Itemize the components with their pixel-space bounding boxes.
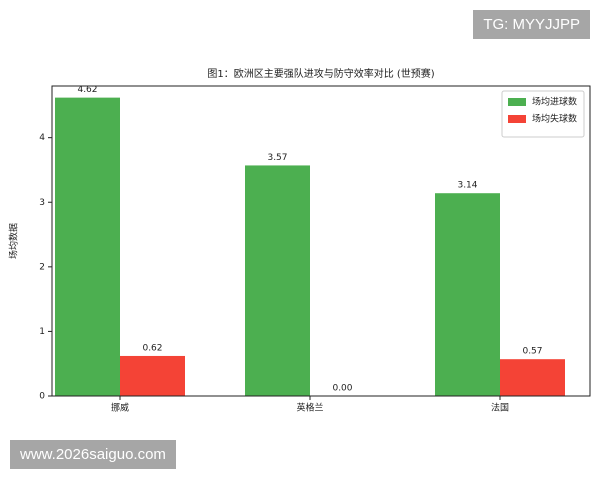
legend-swatch — [508, 115, 526, 123]
bar — [435, 193, 500, 396]
legend-swatch — [508, 98, 526, 106]
bar — [500, 359, 565, 396]
legend-label: 场均进球数 — [532, 96, 577, 108]
bar — [55, 97, 120, 396]
y-tick-label: 2 — [39, 262, 45, 272]
watermark: www.2026saiguo.com — [10, 440, 176, 469]
value-label: 0.62 — [142, 343, 162, 353]
value-label: 4.62 — [77, 85, 97, 95]
watermark: TG: MYYJJPP — [473, 10, 590, 39]
bar — [120, 355, 185, 396]
x-tick-label: 法国 — [491, 402, 509, 414]
x-tick-label: 挪威 — [111, 402, 129, 414]
value-label: 3.57 — [267, 153, 287, 163]
y-tick-label: 1 — [39, 327, 45, 337]
y-tick-label: 0 — [39, 392, 45, 402]
legend-label: 场均失球数 — [532, 113, 577, 125]
chart-title: 图1：欧洲区主要强队进攻与防守效率对比 (世预赛) — [207, 67, 434, 80]
value-label: 0.57 — [522, 347, 542, 357]
x-tick-label: 英格兰 — [296, 402, 323, 414]
y-axis-label: 场均数据 — [8, 223, 20, 259]
y-tick-label: 3 — [39, 198, 45, 208]
value-label: 3.14 — [457, 181, 477, 191]
value-label: 0.00 — [332, 384, 352, 394]
plot-frame — [51, 85, 591, 397]
y-tick-label: 4 — [39, 133, 45, 143]
bar — [245, 165, 310, 396]
